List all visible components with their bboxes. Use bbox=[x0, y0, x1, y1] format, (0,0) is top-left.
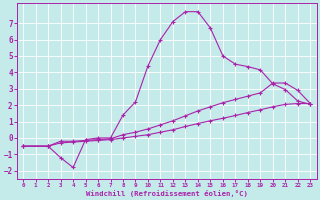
X-axis label: Windchill (Refroidissement éolien,°C): Windchill (Refroidissement éolien,°C) bbox=[86, 190, 248, 197]
